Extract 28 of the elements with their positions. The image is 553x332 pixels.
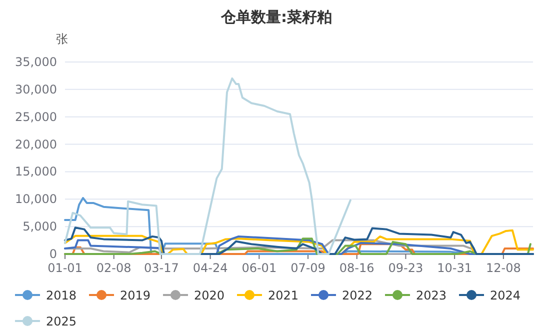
y-tick-label: 35,000 bbox=[15, 55, 57, 69]
legend-label: 2018 bbox=[46, 288, 77, 302]
y-tick-label: 20,000 bbox=[15, 137, 57, 152]
x-tick-label: 12-08 bbox=[486, 261, 521, 275]
x-tick-label: 02-08 bbox=[96, 261, 132, 275]
x-tick-label: 04-24 bbox=[192, 261, 228, 275]
legend-label: 2024 bbox=[490, 288, 521, 302]
legend-label: 2023 bbox=[416, 288, 447, 302]
chart-title: 仓单数量:菜籽粕 bbox=[220, 8, 332, 26]
legend-label: 2020 bbox=[194, 288, 225, 302]
x-tick-label: 01-01 bbox=[48, 261, 82, 275]
x-tick-label: 03-17 bbox=[144, 261, 179, 275]
y-tick-label: 30,000 bbox=[15, 82, 57, 96]
y-tick-label: 25,000 bbox=[15, 110, 57, 124]
y-tick-label: 15,000 bbox=[15, 164, 57, 179]
legend-label: 2021 bbox=[268, 288, 299, 302]
legend-label: 2019 bbox=[120, 288, 151, 302]
y-axis-title: 张 bbox=[56, 32, 68, 46]
x-tick-label: 10-31 bbox=[437, 261, 472, 275]
legend-label: 2022 bbox=[342, 288, 373, 302]
x-tick-label: 06-01 bbox=[242, 261, 277, 275]
x-tick-label: 07-09 bbox=[290, 261, 326, 275]
y-tick-label: 5,000 bbox=[22, 220, 57, 234]
x-tick-label: 08-16 bbox=[339, 261, 374, 275]
legend-label: 2025 bbox=[46, 314, 77, 328]
x-tick-label: 09-23 bbox=[388, 261, 424, 275]
y-tick-label: 10,000 bbox=[15, 192, 57, 206]
y-tick-label: 0 bbox=[49, 247, 57, 261]
